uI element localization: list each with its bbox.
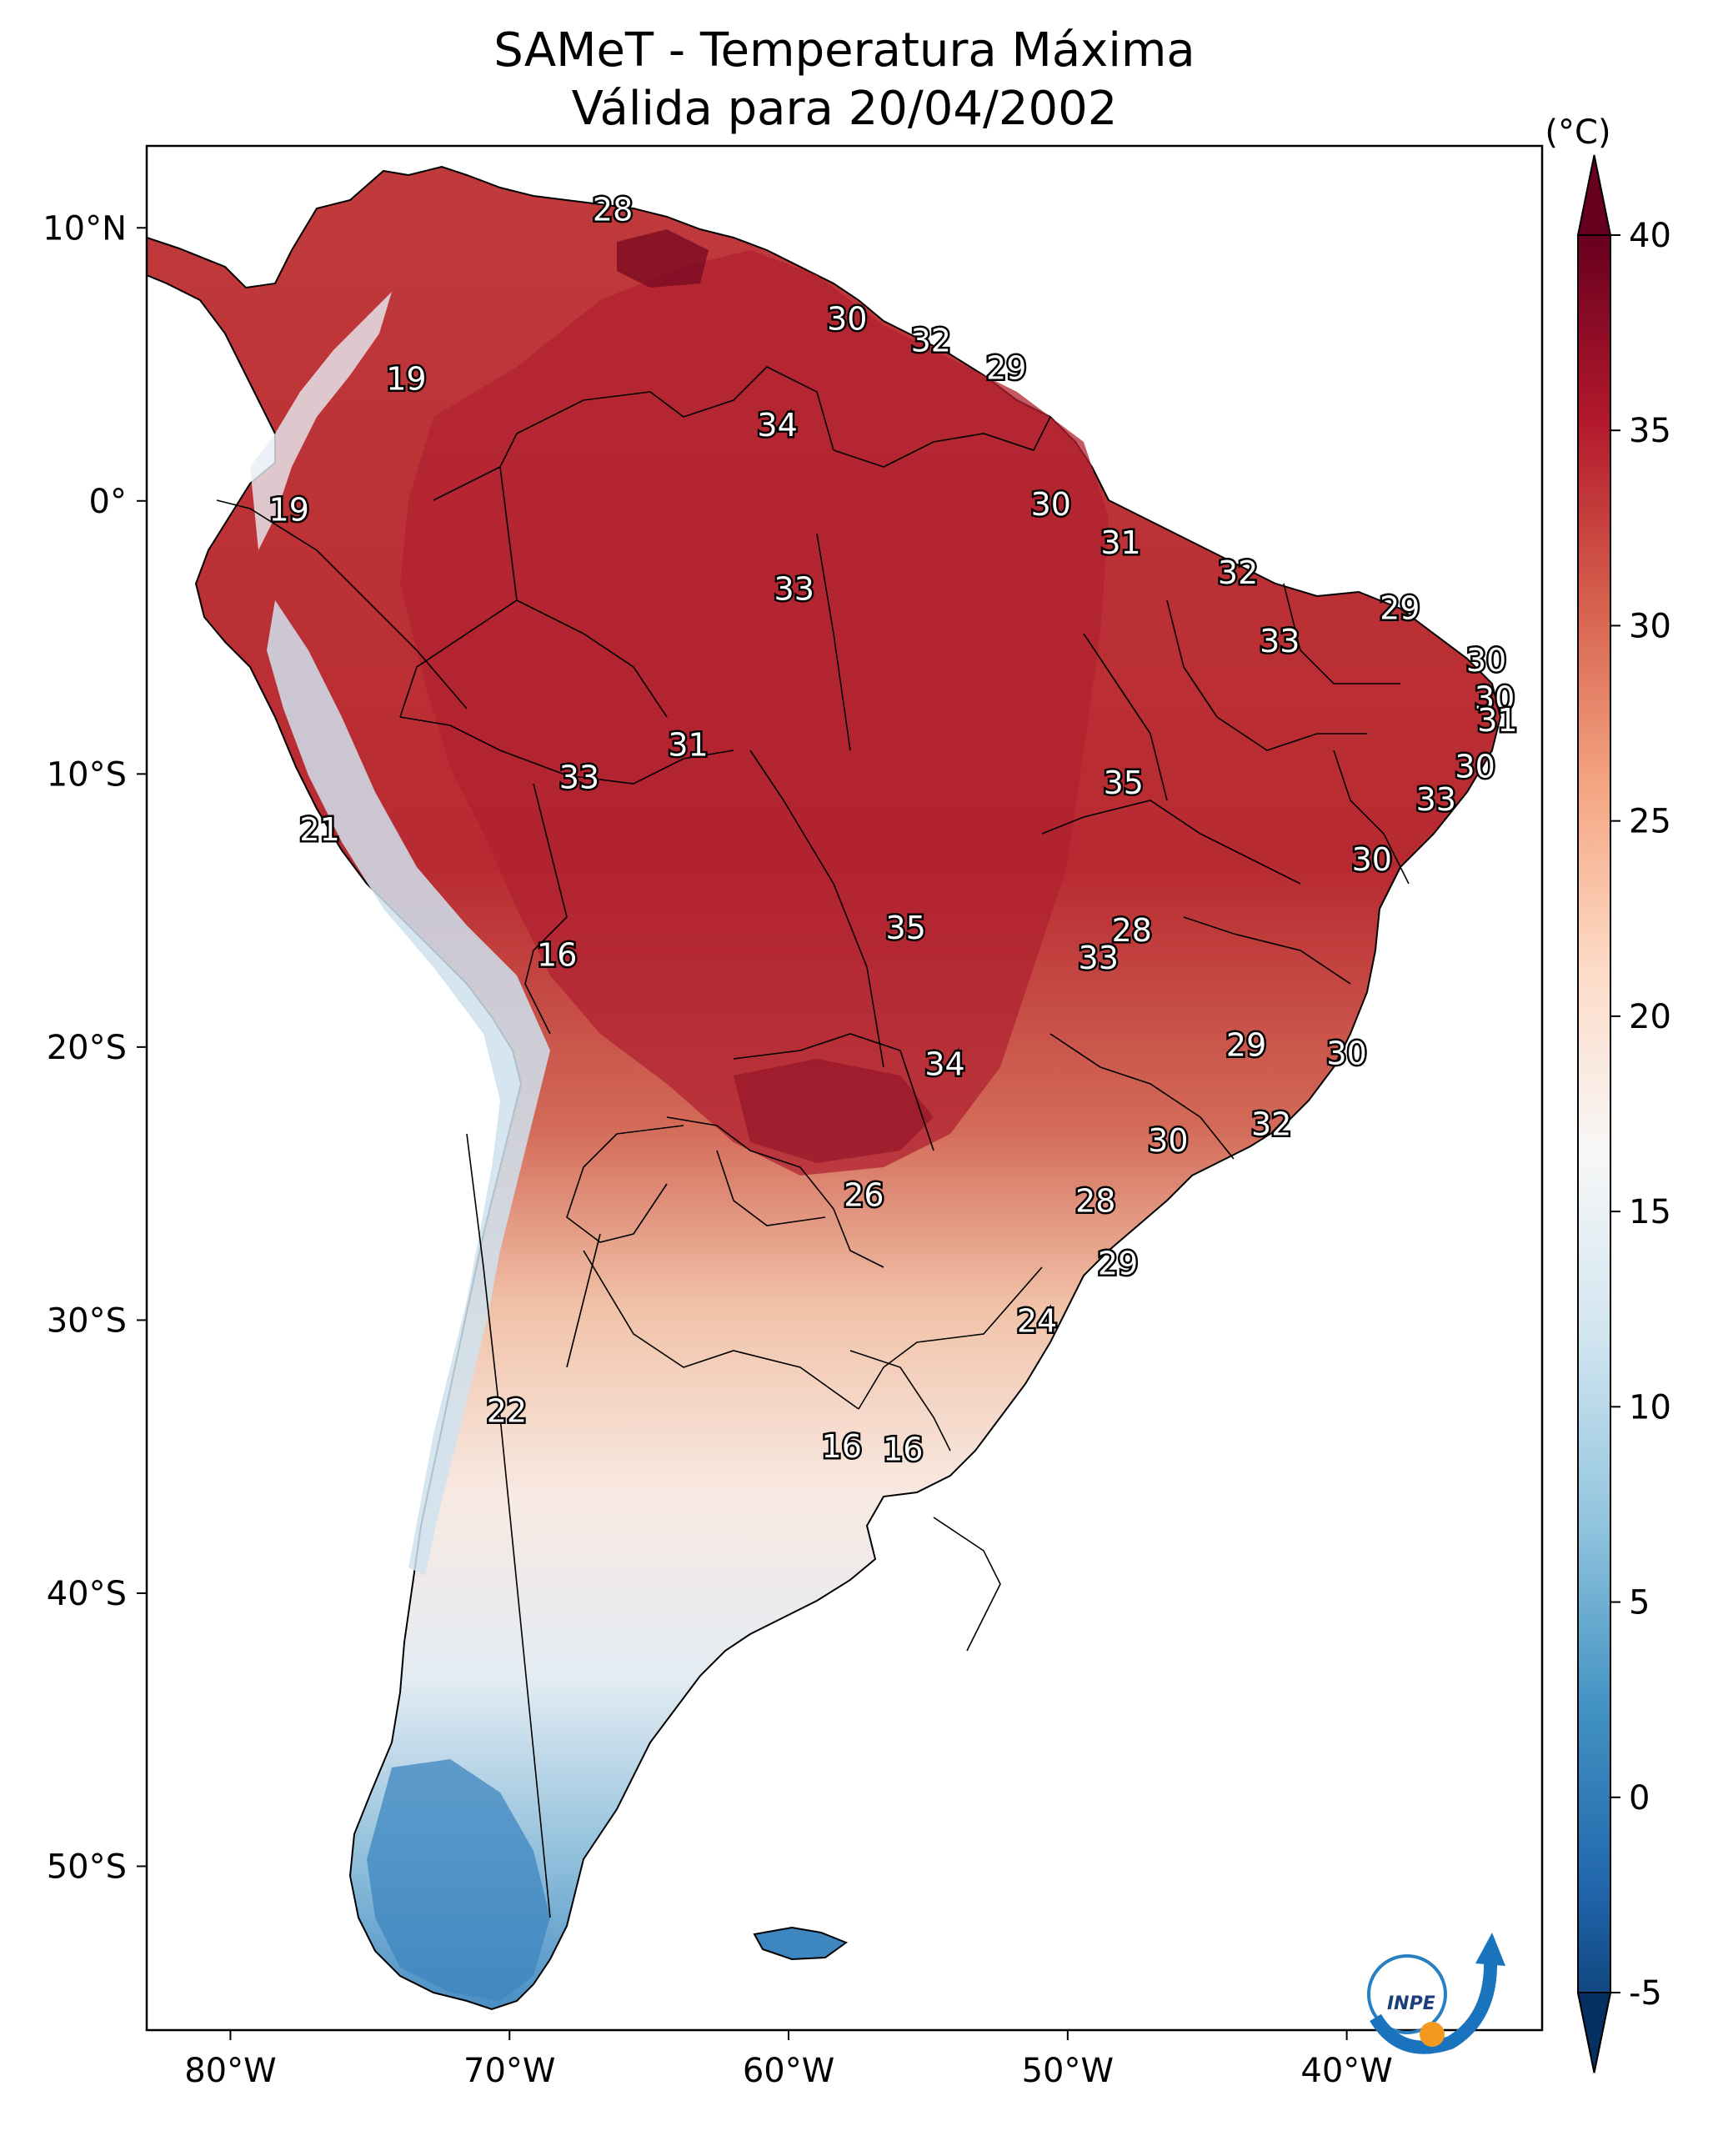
map-subtitle: Válida para 20/04/2002: [571, 82, 1118, 136]
temperature-label: 30: [1466, 642, 1506, 679]
lon-tick-label: 50°W: [1022, 2052, 1114, 2090]
colorbar: (°C) 40 35 30 25 20 15 10 5 0 -5: [1545, 113, 1671, 2073]
lat-tick-label: 30°S: [47, 1301, 127, 1340]
temperature-label: 33: [559, 760, 599, 796]
colorbar-tick-label: 25: [1629, 803, 1671, 841]
temperature-label: 31: [1100, 524, 1140, 561]
temperature-label: 34: [924, 1046, 964, 1083]
colorbar-tick-label: 40: [1629, 217, 1671, 255]
colorbar-tick-label: 20: [1629, 998, 1671, 1036]
temperature-label: 35: [886, 910, 926, 946]
temperature-label: 31: [1477, 702, 1517, 739]
temperature-label: 21: [299, 811, 339, 848]
temperature-label: 32: [1251, 1106, 1291, 1143]
colorbar-bottom-extension: [1576, 1992, 1612, 2073]
falkland-islands: [753, 1926, 849, 1961]
colorbar-unit: (°C): [1545, 113, 1610, 152]
andes-cool-strip: [267, 600, 550, 1576]
temperature-label: 16: [822, 1428, 862, 1465]
temperature-label: 34: [757, 407, 797, 444]
inpe-logo: INPE: [1367, 1933, 1505, 2054]
temperature-label: 24: [1017, 1302, 1057, 1339]
temperature-label: 32: [911, 323, 951, 359]
colorbar-body: [1577, 234, 1611, 2073]
colorbar-tick-label: 35: [1629, 412, 1671, 450]
temperature-label: 35: [1104, 765, 1144, 801]
colorbar-tick-label: 15: [1629, 1193, 1671, 1231]
temperature-label: 30: [1475, 680, 1515, 717]
lat-tick-label: 20°S: [47, 1029, 127, 1067]
temperature-label: 29: [1098, 1246, 1138, 1282]
lon-tick-label: 80°W: [184, 2052, 276, 2090]
temperature-label: 29: [1380, 590, 1420, 627]
lat-tick-label: 0°: [89, 483, 127, 521]
colorbar-tick-label: 10: [1629, 1388, 1671, 1426]
temperature-label: 26: [844, 1177, 884, 1214]
lon-tick-label: 60°W: [743, 2052, 834, 2090]
temperature-label: 28: [1112, 912, 1152, 949]
colorbar-tick-label: 0: [1629, 1779, 1650, 1818]
temperature-label: 30: [827, 300, 867, 337]
svg-text:INPE: INPE: [1387, 1993, 1435, 2014]
lat-tick-label: 40°S: [47, 1575, 127, 1613]
temperature-label: 19: [269, 492, 309, 529]
lon-tick-label: 40°W: [1300, 2052, 1392, 2090]
warm-core-region: [400, 250, 1109, 1176]
temperature-label: 29: [986, 349, 1026, 386]
temperature-label: 16: [883, 1431, 923, 1467]
colorbar-tick-label: -5: [1629, 1974, 1662, 2013]
temperature-label: 33: [774, 571, 814, 608]
country-borders: [216, 366, 1410, 1918]
colorbar-tick-label: 30: [1629, 607, 1671, 645]
colorbar-ticks: 40 35 30 25 20 15 10 5 0 -5: [1610, 217, 1671, 2013]
temperature-label: 30: [1148, 1122, 1188, 1159]
temperature-label: 33: [1260, 623, 1300, 659]
hot-spot-paraguay: [734, 1059, 934, 1163]
temperature-label: 19: [386, 360, 426, 397]
temperature-label: 30: [1031, 486, 1071, 523]
lon-tick-label: 70°W: [463, 2052, 555, 2090]
hot-spot-venezuela: [617, 229, 709, 288]
colorbar-tick-label: 5: [1629, 1584, 1650, 1622]
patagonia-cold: [367, 1759, 550, 2001]
temperature-label: 30: [1326, 1035, 1366, 1071]
temperature-label: 29: [1226, 1027, 1266, 1064]
lat-tick-label: 10°N: [43, 209, 127, 248]
lat-tick-label: 10°S: [47, 755, 127, 794]
map-title: SAMeT - Temperatura Máxima: [493, 23, 1195, 78]
temperature-label: 30: [1352, 841, 1392, 878]
map-frame-border: [145, 144, 1544, 2032]
temperature-label: 16: [537, 937, 577, 974]
temperature-label: 22: [487, 1393, 527, 1430]
temperature-label: 30: [1455, 749, 1495, 785]
temperature-label: 33: [1416, 781, 1456, 818]
temperature-label: 32: [1218, 554, 1258, 591]
colorbar-top-extension: [1576, 154, 1612, 236]
temperature-label: 28: [1075, 1182, 1115, 1219]
temperature-label: 33: [1079, 940, 1119, 976]
lat-tick-label: 50°S: [47, 1848, 127, 1886]
temperature-label: 28: [593, 191, 633, 228]
axis-ticks: 80°W 70°W 60°W 50°W 40°W 10°N 0° 10°S 20°S 30°S 40…: [43, 209, 1393, 2090]
andes-north-strip: [250, 292, 392, 550]
temperature-label: 31: [668, 726, 708, 763]
